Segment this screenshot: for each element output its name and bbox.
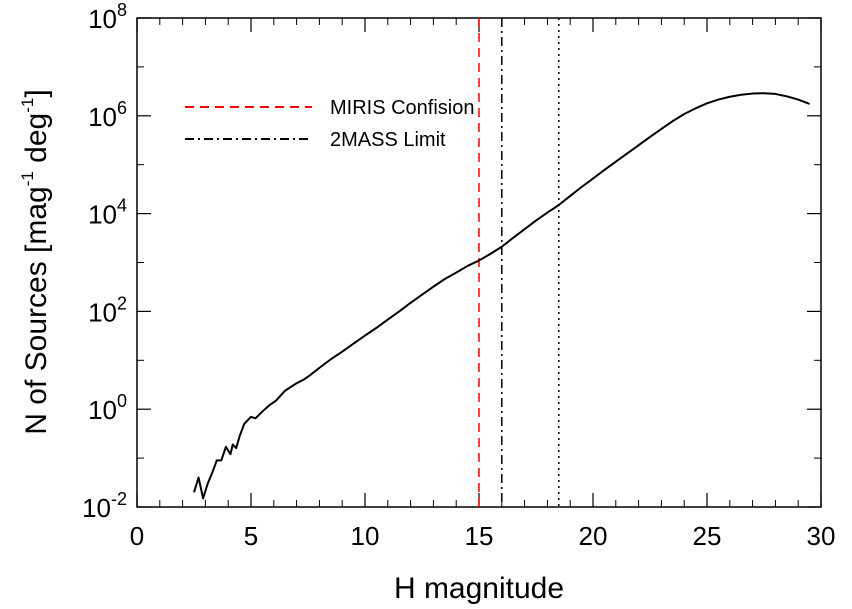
y-tick-label: 10-2 [82, 489, 127, 523]
y-tick-label: 108 [88, 0, 127, 34]
y-axis-title-prefix: N of Sources [mag [20, 186, 53, 434]
x-tick-label: 15 [465, 521, 494, 551]
y-axis-title: N of Sources [mag-1 deg-1] [18, 89, 53, 434]
x-tick-label: 0 [130, 521, 144, 551]
x-tick-label: 10 [351, 521, 380, 551]
x-axis-title: H magnitude [394, 572, 564, 605]
y-axis-title-mid: deg [20, 113, 53, 171]
y-tick-label: 104 [88, 196, 127, 230]
y-tick-label: 106 [88, 98, 127, 132]
y-tick-label: 100 [88, 391, 127, 425]
series-line-1 [193, 92, 810, 500]
series-layer [193, 92, 810, 500]
y-axis-title-suffix: ] [20, 89, 53, 97]
x-tick-label: 25 [693, 521, 722, 551]
plot-area: MIRIS Confision 2MASS Limit [136, 17, 822, 508]
x-tick-label: 30 [807, 521, 836, 551]
x-tick-label: 5 [244, 521, 258, 551]
y-tick-label: 102 [88, 293, 127, 327]
reference-lines-layer [478, 18, 560, 507]
legend: MIRIS Confision 2MASS Limit [185, 97, 475, 151]
y-axis-title-sup2: -1 [18, 98, 37, 113]
legend-label: 2MASS Limit [330, 129, 446, 151]
legend-label: MIRIS Confision [330, 97, 475, 119]
ticks-layer [136, 17, 822, 508]
y-axis-title-sup1: -1 [18, 171, 37, 186]
x-tick-label: 20 [579, 521, 608, 551]
tick-labels-layer: 0 5 10 15 20 25 30 10-2 100 102 104 106 108 [82, 0, 835, 551]
